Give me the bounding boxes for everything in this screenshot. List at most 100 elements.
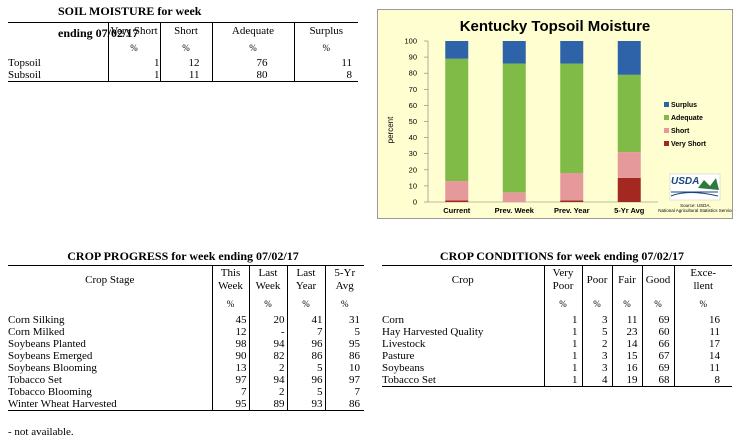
cell-value: 98 bbox=[211, 337, 249, 350]
cell-value: 11 bbox=[611, 313, 642, 326]
cell-value: 97 bbox=[211, 373, 249, 386]
bar-segment-adequate bbox=[560, 63, 584, 174]
table-row: Pasture 1 3 15 67 14 bbox=[382, 349, 732, 362]
col-header: Very Poor bbox=[543, 265, 582, 294]
cell-value: 31 bbox=[324, 313, 364, 326]
table-row: Soybeans 1 3 16 69 11 bbox=[382, 361, 732, 374]
cell-value: 1 bbox=[543, 337, 582, 350]
col-header: Good bbox=[641, 265, 674, 294]
bar-segment-surplus bbox=[445, 41, 469, 59]
soil-grid: Very Short Short Adequate Surplus % % % … bbox=[8, 22, 358, 82]
bar-segment-very-short bbox=[445, 200, 469, 202]
conditions-grid: Crop Very Poor Poor Fair Good Exce-llent … bbox=[382, 265, 732, 387]
cell-value: 19 bbox=[611, 373, 642, 387]
cell-value: 96 bbox=[286, 337, 325, 350]
cell-value: 13 bbox=[211, 361, 249, 374]
bar-segment-adequate bbox=[445, 58, 469, 182]
cell-value: 1 bbox=[543, 349, 582, 362]
row-label: Soybeans Blooming bbox=[8, 361, 97, 374]
row-label: Soybeans Planted bbox=[8, 337, 86, 350]
unit-label: % bbox=[543, 293, 582, 314]
row-label: Corn Silking bbox=[8, 313, 65, 326]
cell-value: 60 bbox=[641, 325, 674, 338]
crop-stage-header: Crop Stage bbox=[8, 265, 212, 294]
cell-value: 7 bbox=[286, 325, 325, 338]
cell-value: 14 bbox=[611, 337, 642, 350]
cell-value: - bbox=[248, 325, 287, 338]
bar-segment-adequate bbox=[502, 63, 526, 193]
cell-value: 16 bbox=[611, 361, 642, 374]
col-header: Short bbox=[159, 22, 212, 39]
cell-value: 3 bbox=[581, 313, 612, 326]
row-label: Corn Milked bbox=[8, 325, 65, 338]
col-header: 5-Yr Avg bbox=[324, 265, 364, 294]
row-label: Soybeans bbox=[382, 361, 425, 374]
cell-value: 95 bbox=[324, 337, 364, 350]
col-header: Very Short bbox=[107, 22, 160, 39]
table-row: Soybeans Planted 98 94 96 95 bbox=[8, 337, 364, 350]
bar-segment-short bbox=[560, 173, 584, 201]
cell-value: 23 bbox=[611, 325, 642, 338]
unit-label: % bbox=[581, 293, 612, 314]
crop-header: Crop bbox=[382, 265, 544, 294]
col-header: Surplus bbox=[293, 22, 358, 39]
bar-segment-adequate bbox=[617, 74, 641, 153]
bar-segment-surplus bbox=[560, 41, 584, 64]
row-label: Pasture bbox=[382, 349, 415, 362]
bar-segment-short bbox=[502, 192, 526, 202]
footnote: - not available. bbox=[8, 426, 74, 438]
table-row: Tobacco Set 1 4 19 68 8 bbox=[382, 373, 732, 387]
x-axis: Current Prev. Week Prev. Year 5-Yr Avg bbox=[443, 206, 645, 215]
chart-source-note: Source: USDA, National Agricultural Stat… bbox=[658, 203, 732, 213]
cell-value: 93 bbox=[286, 397, 325, 411]
soil-moisture-title: SOIL MOISTURE for week ending 07/02/17 bbox=[58, 4, 202, 40]
row-label: Livestock bbox=[382, 337, 426, 350]
unit-label: % bbox=[248, 293, 287, 314]
y-tick-label: 10 bbox=[409, 181, 417, 190]
y-tick-label: 30 bbox=[409, 149, 417, 158]
y-tick-label: 70 bbox=[409, 85, 417, 94]
cell-value: 95 bbox=[211, 397, 249, 411]
progress-rows: Corn Silking 45 20 41 31 Corn Milked 12-7 5 Soyb… bbox=[8, 313, 364, 411]
cell-value: 7 bbox=[324, 385, 364, 398]
x-tick-label: Prev. Year bbox=[554, 206, 590, 215]
chart-canvas: Kentucky Topsoil Moisture percent 0 10 20 3… bbox=[386, 18, 732, 215]
legend-swatch bbox=[664, 102, 669, 107]
usda-logo: USDA bbox=[669, 173, 721, 201]
cell-value: 5 bbox=[324, 325, 364, 338]
cell-value: 1 bbox=[543, 313, 582, 326]
x-tick-label: Current bbox=[443, 206, 471, 215]
table-row: Winter Wheat Harvested 95 89 93 86 bbox=[8, 397, 364, 411]
cell-value: 11 bbox=[673, 325, 732, 338]
cell-value: 76 bbox=[211, 56, 294, 69]
cell-value: 5 bbox=[286, 361, 325, 374]
cell-value: 90 bbox=[211, 349, 249, 362]
cell-value: 67 bbox=[641, 349, 674, 362]
cell-value: 86 bbox=[286, 349, 325, 362]
cell-value: 82 bbox=[248, 349, 287, 362]
row-label: Topsoil bbox=[8, 56, 41, 69]
bar-segment-short bbox=[617, 152, 641, 178]
chart-bars bbox=[445, 41, 641, 202]
progress-grid: Crop Stage This Week Last Week Last Year 5-… bbox=[8, 265, 364, 411]
cell-value: 20 bbox=[248, 313, 287, 326]
cell-value: 68 bbox=[641, 373, 674, 387]
y-tick-label: 20 bbox=[409, 165, 417, 174]
cell-value: 1 bbox=[107, 68, 160, 82]
col-header: Poor bbox=[581, 265, 612, 294]
row-label: Tobacco Blooming bbox=[8, 385, 92, 398]
cell-value: 2 bbox=[248, 361, 287, 374]
y-tick-label: 100 bbox=[404, 37, 417, 46]
table-row: Tobacco Set 97 94 96 97 bbox=[8, 373, 364, 386]
row-label: Tobacco Set bbox=[8, 373, 62, 386]
col-header: Last Week bbox=[248, 265, 287, 294]
legend-label: Short bbox=[671, 128, 690, 135]
cell-value: 2 bbox=[248, 385, 287, 398]
cell-value: 1 bbox=[107, 56, 160, 69]
unit-label: % bbox=[324, 293, 364, 314]
row-label: Soybeans Emerged bbox=[8, 349, 93, 362]
cell-value: 41 bbox=[286, 313, 325, 326]
x-tick-label: Prev. Week bbox=[495, 206, 535, 215]
cell-value: 69 bbox=[641, 361, 674, 374]
bar-segment-surplus bbox=[617, 41, 641, 75]
